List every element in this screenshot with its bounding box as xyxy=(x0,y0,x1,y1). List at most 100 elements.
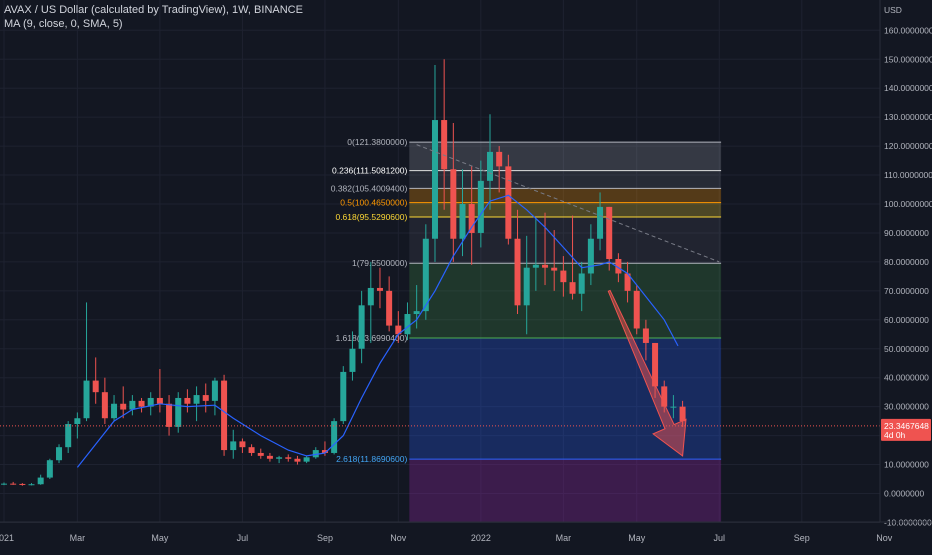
candle-body xyxy=(92,380,99,393)
price-tick-label: 160.0000000 xyxy=(884,25,932,35)
bar-countdown: 4d 0h xyxy=(884,430,906,440)
candle-body xyxy=(514,238,521,306)
fib-zone xyxy=(409,202,722,217)
drawings[interactable] xyxy=(416,144,720,457)
candle-body xyxy=(221,380,228,451)
fib-level-label: 0.618(95.5290600) xyxy=(335,212,407,222)
candle-body xyxy=(376,287,383,291)
price-tick-label: 0.0000000 xyxy=(884,489,924,499)
candle-body xyxy=(230,441,237,451)
candle-body xyxy=(569,282,576,294)
price-tick-label: 40.0000000 xyxy=(884,373,929,383)
fib-zone xyxy=(409,188,722,203)
time-axis[interactable]: 2021MarMayJulSepNov2022MarMayJulSepNov20… xyxy=(0,521,932,543)
candle-body xyxy=(450,169,457,239)
price-tick-label: 140.0000000 xyxy=(884,83,932,93)
candle-body xyxy=(65,424,72,448)
fib-level-label: 0.236(111.5081200) xyxy=(332,166,407,176)
candle-body xyxy=(312,450,319,458)
candle-body xyxy=(670,406,677,408)
candle-body xyxy=(542,264,549,268)
candle-body xyxy=(285,457,292,459)
candle-body xyxy=(111,403,118,419)
candle-body xyxy=(642,328,649,343)
fib-level-label: 1(79.5500000) xyxy=(352,258,407,268)
time-tick-label: 2022 xyxy=(471,533,491,543)
candle-body xyxy=(422,238,429,312)
candle-body xyxy=(147,397,154,407)
candle-body xyxy=(679,406,686,422)
current-price-value: 23.3467648 xyxy=(884,421,929,431)
candle-body xyxy=(211,380,218,401)
candle-body xyxy=(138,400,145,407)
candle-body xyxy=(129,400,136,410)
price-tick-label: 130.0000000 xyxy=(884,112,932,122)
candle-body xyxy=(37,477,44,485)
candle-body xyxy=(248,447,255,453)
candle-body xyxy=(257,452,264,456)
time-tick-label: May xyxy=(628,533,646,543)
candle-body xyxy=(505,166,512,239)
candle-body xyxy=(477,180,484,233)
candle-body xyxy=(587,238,594,274)
candle-body xyxy=(404,314,411,335)
candle-body xyxy=(56,447,63,461)
fibonacci-retracement[interactable]: 0(121.3800000) 0.236(111.5081200) 0.382(10… xyxy=(331,137,722,523)
candle-body xyxy=(276,457,283,459)
time-tick-label: Jul xyxy=(237,533,249,543)
time-tick-label: Nov xyxy=(390,533,407,543)
candle-body xyxy=(120,403,127,410)
candle-body xyxy=(468,204,475,233)
time-tick-label: Sep xyxy=(317,533,333,543)
price-tick-label: 110.0000000 xyxy=(884,170,932,180)
candle-body xyxy=(633,290,640,329)
arrow-down-drawing[interactable] xyxy=(607,289,687,457)
fib-level-label: 0(121.3800000) xyxy=(347,137,407,147)
candle-body xyxy=(431,120,438,239)
candle-body xyxy=(202,395,209,401)
price-tick-label: 60.0000000 xyxy=(884,315,929,325)
candle-body xyxy=(239,441,246,448)
candle-body xyxy=(101,392,108,419)
candle-body xyxy=(321,450,328,453)
time-tick-label: May xyxy=(151,533,169,543)
moving-average-series xyxy=(76,194,679,468)
candle-body xyxy=(597,206,604,239)
price-tick-label: 150.0000000 xyxy=(884,54,932,64)
candle-body xyxy=(294,458,301,462)
current-price-badge xyxy=(881,418,931,441)
candle-body xyxy=(349,348,356,372)
fib-level-label: 0.5(100.4650000) xyxy=(340,198,407,208)
price-tick-label: 30.0000000 xyxy=(884,402,929,412)
candle-body xyxy=(1,483,7,485)
candle-body xyxy=(615,259,622,274)
price-tick-label: 100.0000000 xyxy=(884,199,932,209)
candle-body xyxy=(459,204,466,239)
candle-body xyxy=(413,311,420,315)
candle-body xyxy=(496,151,503,167)
price-tick-label: 90.0000000 xyxy=(884,228,929,238)
candle-body xyxy=(331,421,338,453)
candle-body xyxy=(532,264,539,268)
candle-body xyxy=(551,267,558,271)
candle-body xyxy=(303,457,310,462)
fib-level-label: 2.618(11.8690600) xyxy=(336,454,407,464)
time-tick-label: 2021 xyxy=(0,533,14,543)
candle-body xyxy=(175,397,182,427)
indicator-legend-ma[interactable]: MA (9, close, 0, SMA, 5) xyxy=(4,18,123,30)
candle-body xyxy=(523,267,530,306)
symbol-title[interactable]: AVAX / US Dollar (calculated by TradingV… xyxy=(4,4,303,16)
candle-body xyxy=(74,418,81,425)
price-axis-bg xyxy=(880,0,932,550)
price-tick-label: 80.0000000 xyxy=(884,257,929,267)
price-tick-label: 70.0000000 xyxy=(884,286,929,296)
time-tick-label: Mar xyxy=(70,533,86,543)
candle-body xyxy=(487,151,494,181)
price-axis[interactable]: USD 160.0000000 150.0000000 140.0000000 130.… xyxy=(879,0,932,550)
candle-body xyxy=(19,483,26,485)
trendline-dashed[interactable] xyxy=(416,144,720,263)
time-tick-label: Sep xyxy=(794,533,810,543)
candle-body xyxy=(652,342,659,387)
